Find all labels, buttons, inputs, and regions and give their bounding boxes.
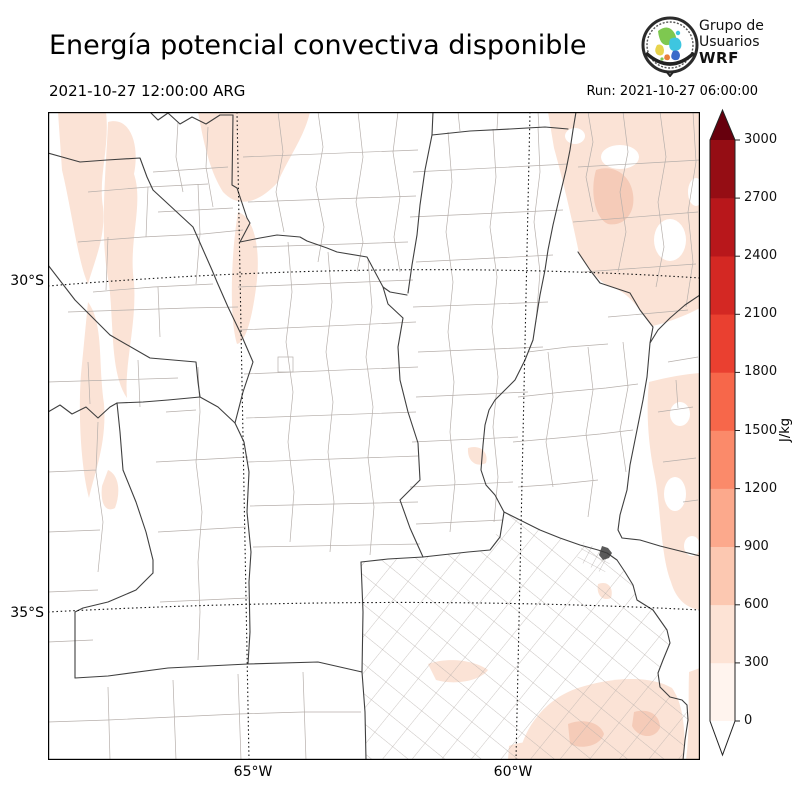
colorbar-unit-label: J/kg bbox=[778, 418, 793, 442]
map-frame bbox=[48, 112, 700, 760]
colorbar-tick-label: 1800 bbox=[744, 364, 778, 380]
colorbar-tick-label: 600 bbox=[744, 596, 769, 612]
colorbar bbox=[709, 108, 740, 757]
map-canvas bbox=[48, 112, 700, 760]
run-time-label: Run: 2021-10-27 06:00:00 bbox=[586, 84, 758, 99]
uruguay-river-border bbox=[617, 294, 700, 557]
page-title: Energía potencial convectiva disponible bbox=[49, 30, 587, 61]
lat-tick-35s: 35°S bbox=[10, 605, 44, 621]
colorbar-tick-label: 300 bbox=[744, 654, 769, 670]
valid-time-label: 2021-10-27 12:00:00 ARG bbox=[49, 82, 246, 100]
wrf-users-group-logo-icon bbox=[641, 16, 699, 77]
lat-tick-30s: 30°S bbox=[10, 273, 44, 289]
department-borders bbox=[48, 112, 700, 760]
province-borders bbox=[48, 112, 700, 760]
colorbar-tick-label: 1200 bbox=[744, 480, 778, 496]
colorbar-segments bbox=[710, 140, 735, 722]
colorbar-under-arrow bbox=[710, 721, 735, 755]
colorbar-tick-label: 2700 bbox=[744, 190, 778, 206]
logo-line-3: WRF bbox=[699, 49, 739, 67]
colorbar-over-arrow bbox=[710, 110, 735, 140]
colorbar-tick-label: 900 bbox=[744, 538, 769, 554]
logo-line-2: Usuarios bbox=[699, 34, 760, 50]
logo-line-1: Grupo de bbox=[699, 18, 764, 34]
colorbar-tick-label: 0 bbox=[744, 713, 753, 728]
buenos-aires-city-cluster bbox=[599, 546, 612, 560]
colorbar-tick-label: 2400 bbox=[744, 248, 778, 264]
lon-tick-65w: 65°W bbox=[233, 764, 273, 780]
colorbar-tick-label: 3000 bbox=[744, 132, 778, 147]
buenos-aires-partido-mesh bbox=[361, 512, 688, 760]
lon-tick-60w: 60°W bbox=[493, 764, 533, 780]
colorbar-tick-label: 1500 bbox=[744, 422, 778, 438]
logo-text: Grupo de Usuarios WRF bbox=[699, 18, 764, 66]
graticule bbox=[48, 112, 700, 760]
parana-river-and-coastline bbox=[480, 112, 689, 760]
colorbar-tick-label: 2100 bbox=[744, 306, 778, 322]
colorbar-tickmarks bbox=[735, 139, 740, 722]
